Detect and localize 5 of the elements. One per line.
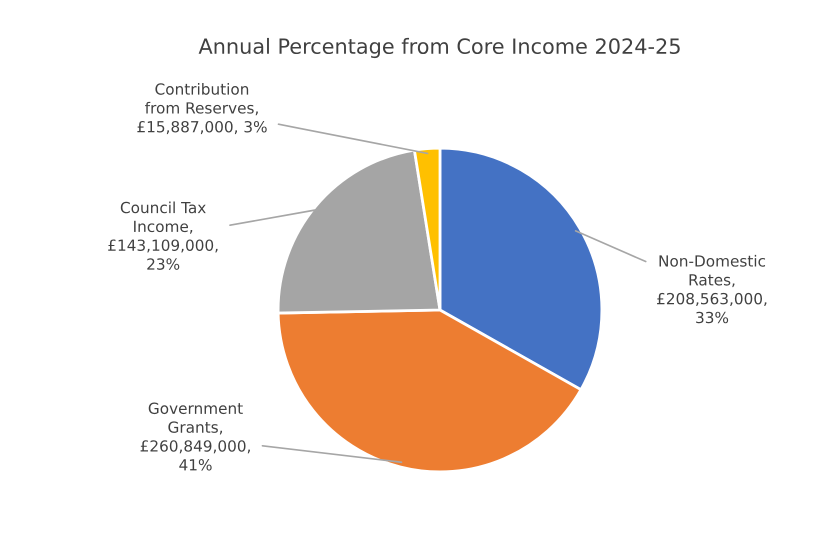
slice-label: Contribution from Reserves, £15,887,000, 3% xyxy=(137,82,267,134)
slice-label: Non-Domestic Rates, £208,563,000, 33% xyxy=(657,254,766,324)
chart-title: Annual Percentage from Core Income 2024-25 xyxy=(198,38,680,58)
slice-label: Council Tax Income, £143,109,000, 23% xyxy=(108,201,218,270)
slice-label: Government Grants, £260,849,000, 41% xyxy=(140,402,250,471)
